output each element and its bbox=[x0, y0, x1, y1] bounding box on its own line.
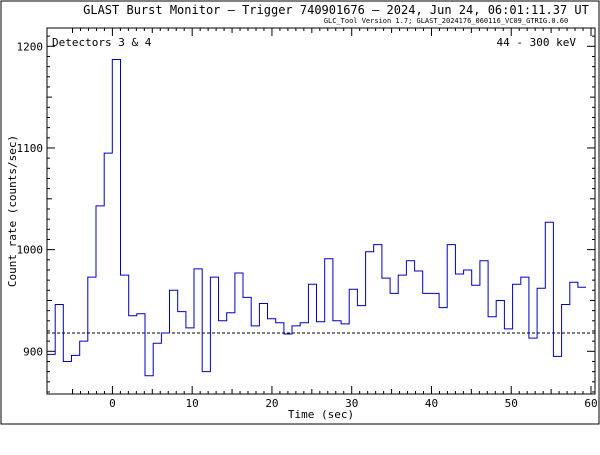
chart-title: GLAST Burst Monitor – Trigger 740901676 … bbox=[83, 3, 589, 17]
x-tick-label: 20 bbox=[265, 397, 278, 410]
plot-area bbox=[46, 27, 596, 395]
x-axis-label: Time (sec) bbox=[288, 408, 354, 421]
y-axis-ticks: 900 1000 1100 1200 bbox=[17, 35, 595, 393]
x-tick-label: 0 bbox=[109, 397, 116, 410]
x-tick-label: 40 bbox=[425, 397, 438, 410]
x-axis-ticks: 0 10 20 30 40 50 60 bbox=[72, 28, 598, 410]
x-tick-label: 60 bbox=[584, 397, 597, 410]
count-rate-histogram bbox=[47, 59, 587, 377]
energy-range-label: 44 - 300 keV bbox=[497, 36, 577, 49]
x-tick-label: 10 bbox=[186, 397, 199, 410]
detectors-label: Detectors 3 & 4 bbox=[52, 36, 152, 49]
y-tick-label: 1000 bbox=[17, 244, 44, 257]
version-label: GLC_Tool Version 1.7; GLAST_2024176_0601… bbox=[324, 17, 568, 25]
x-tick-label: 30 bbox=[345, 397, 358, 410]
y-tick-label: 900 bbox=[23, 345, 43, 358]
y-tick-label: 1200 bbox=[17, 40, 44, 53]
x-tick-label: 50 bbox=[505, 397, 518, 410]
outer-border bbox=[0, 0, 600, 425]
y-axis-label: Count rate (counts/sec) bbox=[6, 135, 19, 287]
y-tick-label: 1100 bbox=[17, 142, 44, 155]
